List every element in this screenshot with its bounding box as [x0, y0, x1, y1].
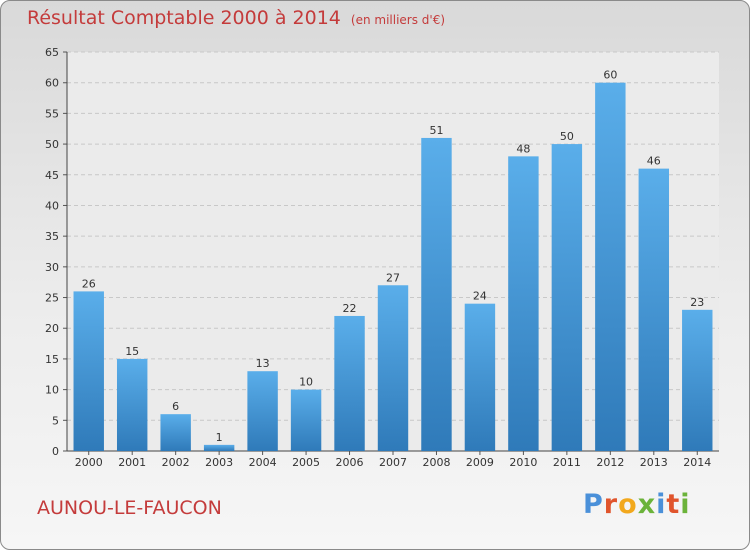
- x-tick-label: 2007: [379, 456, 407, 469]
- x-tick-label: 2002: [162, 456, 190, 469]
- x-tick-label: 2003: [205, 456, 233, 469]
- bar: [160, 414, 191, 451]
- data-label: 60: [603, 69, 617, 82]
- data-label: 15: [125, 345, 139, 358]
- chart-title: Résultat Comptable 2000 à 2014 (en millie…: [27, 7, 445, 29]
- x-tick-label: 2001: [118, 456, 146, 469]
- bar: [116, 358, 148, 451]
- y-tick-label: 20: [45, 322, 59, 335]
- y-tick-label: 25: [45, 292, 59, 305]
- logo-letter: r: [603, 489, 619, 520]
- y-tick-label: 40: [45, 199, 59, 212]
- x-tick-label: 2014: [683, 456, 711, 469]
- data-label: 27: [386, 271, 400, 284]
- x-tick-label: 2008: [422, 456, 450, 469]
- data-label: 23: [690, 296, 704, 309]
- logo-letter: i: [656, 489, 667, 520]
- bar: [638, 168, 670, 451]
- x-tick-label: 2006: [336, 456, 364, 469]
- y-tick-label: 0: [52, 445, 59, 458]
- bar: [508, 156, 539, 451]
- data-label: 6: [172, 400, 179, 413]
- y-tick-label: 50: [45, 138, 59, 151]
- logo-letter: x: [637, 489, 657, 520]
- data-label: 22: [343, 302, 357, 315]
- logo-letter: t: [666, 489, 681, 520]
- data-label: 10: [299, 376, 313, 389]
- bar: [464, 303, 496, 451]
- bar: [421, 137, 452, 451]
- bar: [595, 82, 626, 451]
- y-tick-label: 45: [45, 169, 59, 182]
- x-tick-label: 2012: [596, 456, 624, 469]
- proxiti-logo: Proxiti: [583, 489, 691, 520]
- data-label: 13: [256, 357, 270, 370]
- x-tick-label: 2011: [553, 456, 581, 469]
- y-tick-label: 35: [45, 230, 59, 243]
- data-label: 46: [647, 155, 661, 168]
- data-label: 51: [429, 124, 443, 137]
- y-tick-label: 5: [52, 414, 59, 427]
- bar: [334, 315, 365, 451]
- x-tick-label: 2004: [249, 456, 277, 469]
- data-label: 24: [473, 290, 487, 303]
- bar: [551, 144, 583, 452]
- data-label: 48: [516, 142, 530, 155]
- commune-name: AUNOU-LE-FAUCON: [37, 497, 222, 519]
- x-tick-label: 2010: [509, 456, 537, 469]
- chart-unit: (en milliers d'€): [350, 13, 446, 27]
- x-tick-label: 2005: [292, 456, 320, 469]
- logo-letter: P: [583, 489, 604, 520]
- y-tick-label: 55: [45, 107, 59, 120]
- x-tick-label: 2000: [75, 456, 103, 469]
- x-tick-label: 2009: [466, 456, 494, 469]
- bar: [682, 309, 713, 451]
- y-tick-label: 30: [45, 261, 59, 274]
- data-label: 1: [216, 431, 223, 444]
- bar: [377, 285, 409, 451]
- x-tick-label: 2013: [640, 456, 668, 469]
- bar: [73, 291, 104, 451]
- y-tick-label: 10: [45, 384, 59, 397]
- bar: [290, 389, 322, 451]
- logo-letter: o: [618, 489, 638, 520]
- y-tick-label: 60: [45, 77, 59, 90]
- y-tick-label: 15: [45, 353, 59, 366]
- data-label: 26: [82, 277, 96, 290]
- logo-letter: i: [680, 489, 691, 520]
- y-tick-label: 65: [45, 46, 59, 59]
- bar: [247, 371, 278, 451]
- bar: [203, 444, 235, 451]
- data-label: 50: [560, 130, 574, 143]
- chart-title-text: Résultat Comptable 2000 à 2014: [27, 7, 341, 29]
